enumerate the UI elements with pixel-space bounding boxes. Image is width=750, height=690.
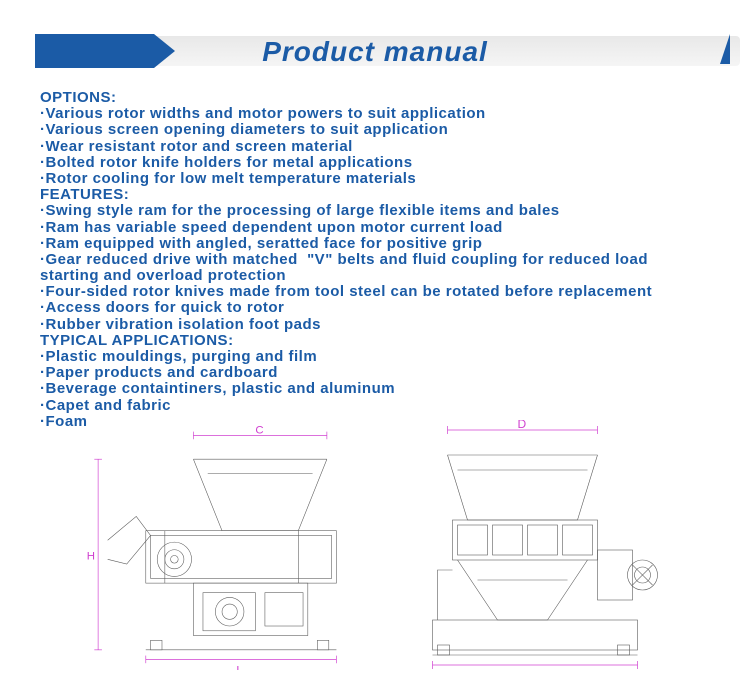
dim-c: C: [255, 424, 263, 436]
features-item: ·Gear reduced drive with matched "V" bel…: [40, 252, 710, 284]
features-item: ·Ram equipped with angled, seratted face…: [40, 236, 710, 252]
features-item: ·Access doors for quick to rotor: [40, 300, 710, 316]
features-label: FEATURES:: [40, 187, 710, 203]
options-item: ·Various rotor widths and motor powers t…: [40, 106, 710, 122]
dim-l: L: [236, 665, 242, 670]
content: OPTIONS: ·Various rotor widths and motor…: [0, 70, 750, 430]
diagram-front-view: D W: [385, 420, 690, 670]
dim-h: H: [87, 550, 95, 562]
dim-d: D: [518, 420, 527, 431]
banner: Product manual: [0, 20, 750, 70]
diagram-area: C H L: [0, 420, 750, 690]
features-item: ·Four-sided rotor knives made from tool …: [40, 284, 710, 300]
applications-item: ·Plastic mouldings, purging and film: [40, 349, 710, 365]
features-item: ·Swing style ram for the processing of l…: [40, 203, 710, 219]
banner-title: Product manual: [0, 36, 750, 68]
options-item: ·Rotor cooling for low melt temperature …: [40, 171, 710, 187]
options-item: ·Bolted rotor knife holders for metal ap…: [40, 155, 710, 171]
dim-w: W: [533, 669, 545, 670]
features-item: ·Ram has variable speed dependent upon m…: [40, 220, 710, 236]
features-item: ·Rubber vibration isolation foot pads: [40, 317, 710, 333]
applications-item: ·Paper products and cardboard: [40, 365, 710, 381]
applications-label: TYPICAL APPLICATIONS:: [40, 333, 710, 349]
applications-item: ·Beverage containtiners, plastic and alu…: [40, 381, 710, 397]
diagram-side-view: C H L: [60, 420, 365, 670]
applications-item: ·Capet and fabric: [40, 398, 710, 414]
options-item: ·Various screen opening diameters to sui…: [40, 122, 710, 138]
options-item: ·Wear resistant rotor and screen materia…: [40, 139, 710, 155]
options-label: OPTIONS:: [40, 90, 710, 106]
